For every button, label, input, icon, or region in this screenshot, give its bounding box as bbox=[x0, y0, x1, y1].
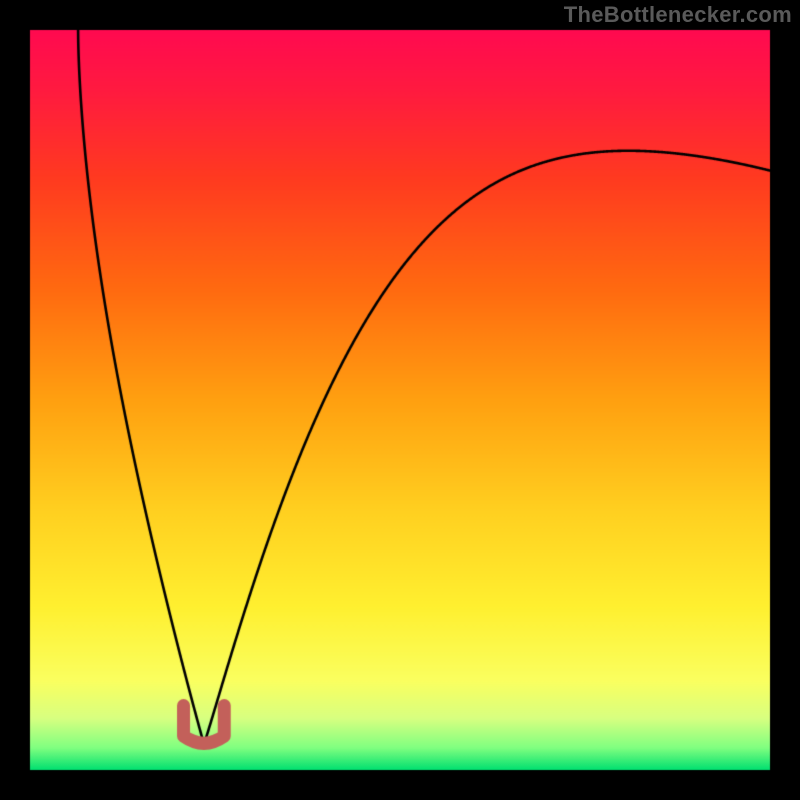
chart-stage: TheBottlenecker.com bbox=[0, 0, 800, 800]
gradient-cusp-chart bbox=[0, 0, 800, 800]
watermark-text: TheBottlenecker.com bbox=[564, 2, 792, 28]
